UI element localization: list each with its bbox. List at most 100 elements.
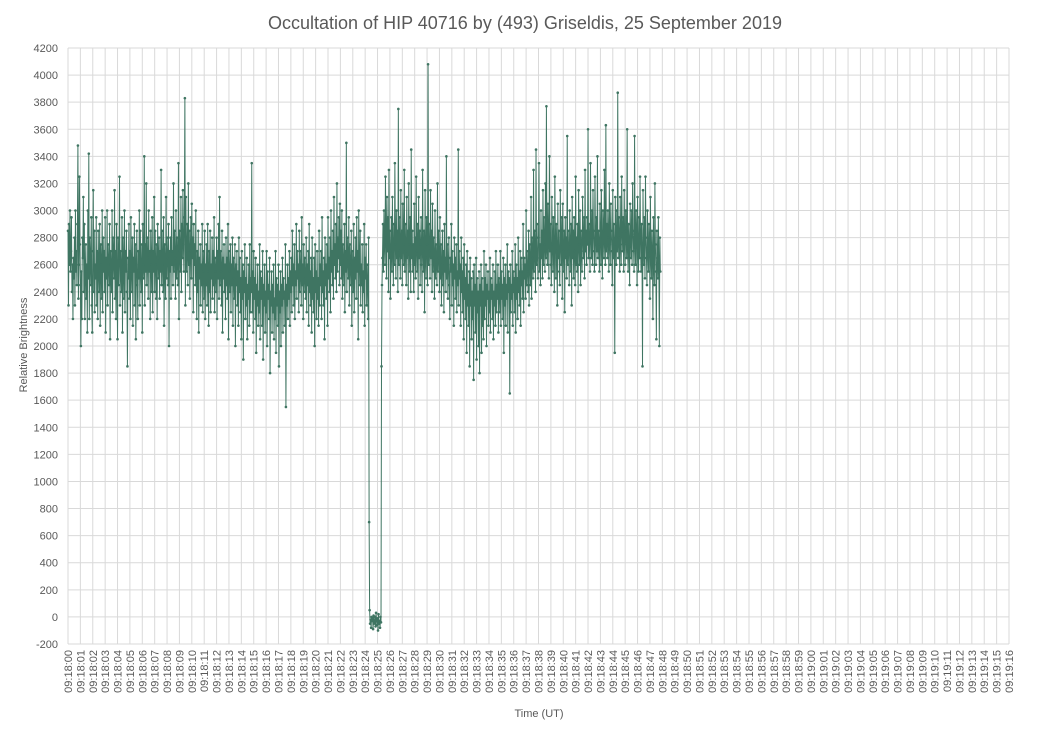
data-point (352, 310, 356, 314)
data-point (360, 243, 364, 246)
data-point (328, 236, 332, 239)
data-point (135, 263, 138, 267)
data-point (311, 297, 314, 300)
data-point (147, 209, 151, 212)
data-point (566, 229, 570, 233)
data-point (139, 270, 143, 273)
data-point (212, 216, 216, 219)
data-point (168, 249, 171, 253)
x-tick-label: 09:18:25 (373, 650, 385, 693)
data-point (408, 216, 412, 219)
data-point (334, 276, 337, 280)
data-point (264, 310, 268, 314)
data-point (266, 270, 269, 273)
data-point (610, 283, 614, 287)
data-point (485, 344, 488, 348)
data-point (414, 175, 418, 178)
data-point (362, 222, 366, 226)
data-point (120, 216, 124, 219)
data-point (240, 249, 244, 253)
data-point (404, 283, 408, 287)
data-point (222, 276, 225, 280)
data-point (537, 236, 540, 239)
data-point (124, 249, 127, 253)
data-point (349, 229, 353, 233)
data-point (399, 276, 402, 280)
data-point (628, 202, 632, 206)
data-point (545, 104, 548, 108)
data-point (405, 195, 409, 199)
series-markers (66, 62, 662, 632)
data-point (651, 249, 654, 253)
data-point (631, 229, 635, 233)
data-point (365, 304, 368, 307)
data-point (614, 236, 618, 239)
data-point (410, 229, 414, 233)
data-point (90, 331, 94, 334)
data-point (641, 365, 644, 368)
data-point (151, 310, 154, 314)
data-point (436, 182, 439, 185)
data-point (505, 297, 509, 300)
data-point (493, 304, 496, 307)
data-point (179, 270, 182, 273)
data-point (167, 344, 171, 348)
data-point (580, 270, 584, 273)
data-point (653, 283, 656, 287)
data-point (542, 263, 545, 267)
data-point (295, 222, 298, 226)
data-point (475, 358, 478, 361)
data-point (393, 263, 396, 267)
data-point (145, 283, 149, 287)
x-tick-label: 09:19:13 (967, 650, 979, 693)
data-point (622, 270, 625, 273)
data-point (177, 161, 180, 165)
data-point (72, 276, 76, 280)
y-tick-label: 3600 (34, 124, 58, 136)
data-point (99, 243, 102, 246)
data-point (86, 331, 89, 334)
x-tick-label: 09:18:49 (670, 650, 682, 693)
data-point (537, 161, 541, 165)
data-point (359, 263, 363, 267)
data-point (330, 249, 334, 253)
data-point (427, 222, 431, 226)
data-point (428, 276, 432, 280)
y-tick-label: 0 (52, 612, 58, 624)
data-point (343, 310, 347, 314)
x-tick-labels: 09:18:00 09:18:01 09:18:02 09:18:03 09:18:04… (63, 650, 1016, 693)
data-point (340, 209, 344, 212)
data-point (640, 222, 643, 226)
data-point (285, 304, 289, 307)
data-point (330, 270, 333, 273)
data-point (545, 249, 549, 253)
x-tick-label: 09:18:46 (633, 650, 645, 693)
data-point (173, 229, 176, 233)
data-point (511, 270, 515, 273)
data-point (244, 317, 247, 321)
data-point (151, 249, 155, 253)
data-point (179, 195, 183, 199)
data-point (98, 324, 102, 327)
data-point (84, 243, 88, 246)
data-point (416, 297, 420, 300)
data-point (498, 310, 502, 314)
data-point (503, 304, 507, 307)
data-point (658, 236, 662, 239)
data-point (428, 249, 431, 253)
data-point (97, 290, 101, 294)
data-point (167, 222, 170, 226)
x-tick-label: 09:18:40 (558, 650, 570, 693)
data-point (650, 276, 653, 280)
data-point (574, 263, 578, 267)
data-point (444, 290, 448, 294)
data-point (400, 229, 404, 233)
data-point (384, 175, 387, 178)
data-point (83, 222, 86, 226)
data-point (437, 229, 440, 233)
data-point (626, 249, 629, 253)
data-point (283, 290, 286, 294)
data-point (220, 304, 223, 307)
data-point (261, 249, 264, 253)
data-point (251, 331, 255, 334)
